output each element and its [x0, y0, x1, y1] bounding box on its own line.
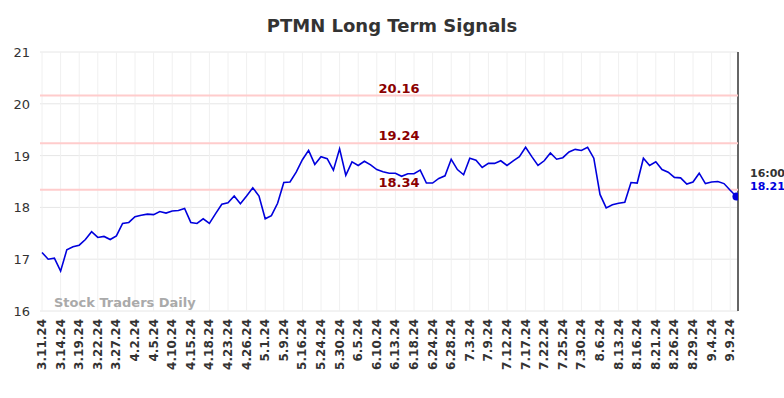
x-tick-label: 7.9.24 [481, 319, 495, 362]
plot-area [42, 147, 738, 271]
grid-line-x [358, 52, 359, 311]
grid-line-x [488, 52, 489, 311]
grid-line-x [209, 52, 210, 311]
reference-label: 20.16 [378, 81, 419, 96]
x-tick-label: 4.10.24 [165, 319, 179, 370]
x-tick-label: 4.15.24 [184, 319, 198, 370]
grid-line-x [525, 52, 526, 311]
y-tick-label: 19 [13, 149, 30, 164]
x-tick-label: 8.26.24 [667, 319, 681, 370]
grid-line-x [97, 52, 98, 311]
grid-line-x [42, 52, 43, 311]
grid-line-x [135, 52, 136, 311]
y-tick-label: 20 [13, 97, 30, 112]
last-value: 18.21 [750, 180, 784, 193]
grid-line-x [265, 52, 266, 311]
x-tick-label: 6.5.24 [351, 319, 365, 362]
x-tick-label: 4.23.24 [221, 319, 235, 370]
grid-line-x [507, 52, 508, 311]
x-tick-label: 3.14.24 [54, 319, 68, 370]
x-tick-label: 9.9.24 [723, 319, 737, 362]
grid-line [40, 52, 738, 53]
series-line [42, 147, 736, 271]
grid-line [40, 155, 738, 156]
grid-line-x [246, 52, 247, 311]
grid-line [40, 103, 738, 104]
x-tick-label: 4.5.24 [147, 319, 161, 362]
chart: PTMN Long Term Signals 16 17 18 19 20 21 3.11.2… [0, 0, 784, 398]
x-tick-label: 6.24.24 [426, 319, 440, 370]
grid-line-x [730, 52, 731, 311]
x-tick-label: 6.13.24 [388, 319, 402, 370]
x-tick-label: 7.22.24 [537, 319, 551, 370]
x-tick-label: 5.16.24 [295, 319, 309, 370]
x-tick-label: 7.30.24 [574, 319, 588, 370]
grid-line-x [618, 52, 619, 311]
grid-line-x [544, 52, 545, 311]
grid-line-x [655, 52, 656, 311]
x-tick-label: 7.12.24 [500, 319, 514, 370]
x-tick-label: 5.24.24 [314, 319, 328, 370]
grid-line-x [190, 52, 191, 311]
x-tick-label: 5.1.24 [258, 319, 272, 362]
x-tick-label: 8.13.24 [612, 319, 626, 370]
y-tick-label: 21 [13, 45, 30, 60]
grid-line-x [79, 52, 80, 311]
last-time: 16:00 [750, 167, 784, 180]
x-tick-label: 8.29.24 [686, 319, 700, 370]
y-tick-label: 18 [13, 200, 30, 215]
last-point [732, 193, 738, 201]
grid-line-x [674, 52, 675, 311]
x-tick-label: 8.21.24 [649, 319, 663, 370]
x-tick-label: 3.19.24 [72, 319, 86, 370]
grid-line-x [172, 52, 173, 311]
grid-line-x [581, 52, 582, 311]
grid-line-x [469, 52, 470, 311]
x-tick-label: 4.18.24 [202, 319, 216, 370]
right-axis [737, 52, 739, 311]
x-tick-label: 5.30.24 [333, 319, 347, 370]
grid-line-x [116, 52, 117, 311]
grid-line-x [321, 52, 322, 311]
x-tick-label: 3.22.24 [91, 319, 105, 370]
grid-line-x [339, 52, 340, 311]
grid-line [40, 311, 738, 312]
grid-line-x [302, 52, 303, 311]
x-tick-label: 7.3.24 [463, 319, 477, 362]
grid-line-x [451, 52, 452, 311]
x-tick-label: 3.11.24 [35, 319, 49, 370]
title: PTMN Long Term Signals [267, 15, 517, 36]
x-tick-label: 6.28.24 [444, 319, 458, 370]
x-tick-label: 7.17.24 [519, 319, 533, 370]
x-tick-label: 6.18.24 [407, 319, 421, 370]
grid-line-x [432, 52, 433, 311]
reference-label: 18.34 [378, 175, 419, 190]
x-tick-label: 8.16.24 [630, 319, 644, 370]
x-tick-label: 7.25.24 [556, 319, 570, 370]
x-tick-label: 3.27.24 [109, 319, 123, 370]
grid-line [40, 259, 738, 260]
x-tick-label: 4.2.24 [128, 319, 142, 362]
grid-line-x [562, 52, 563, 311]
grid-line [40, 207, 738, 208]
grid-line-x [228, 52, 229, 311]
x-tick-label: 4.26.24 [240, 319, 254, 370]
grid-line-x [376, 52, 377, 311]
x-tick-label: 9.4.24 [705, 319, 719, 362]
grid-line-x [153, 52, 154, 311]
watermark: Stock Traders Daily [54, 295, 196, 310]
x-tick-label: 8.6.24 [593, 319, 607, 362]
y-tick-label: 16 [13, 304, 30, 319]
reference-label: 19.24 [378, 128, 419, 143]
grid-line-x [600, 52, 601, 311]
grid-line-x [283, 52, 284, 311]
y-tick-label: 17 [13, 252, 30, 267]
x-tick-label: 5.9.24 [277, 319, 291, 362]
x-tick-label: 6.10.24 [370, 319, 384, 370]
